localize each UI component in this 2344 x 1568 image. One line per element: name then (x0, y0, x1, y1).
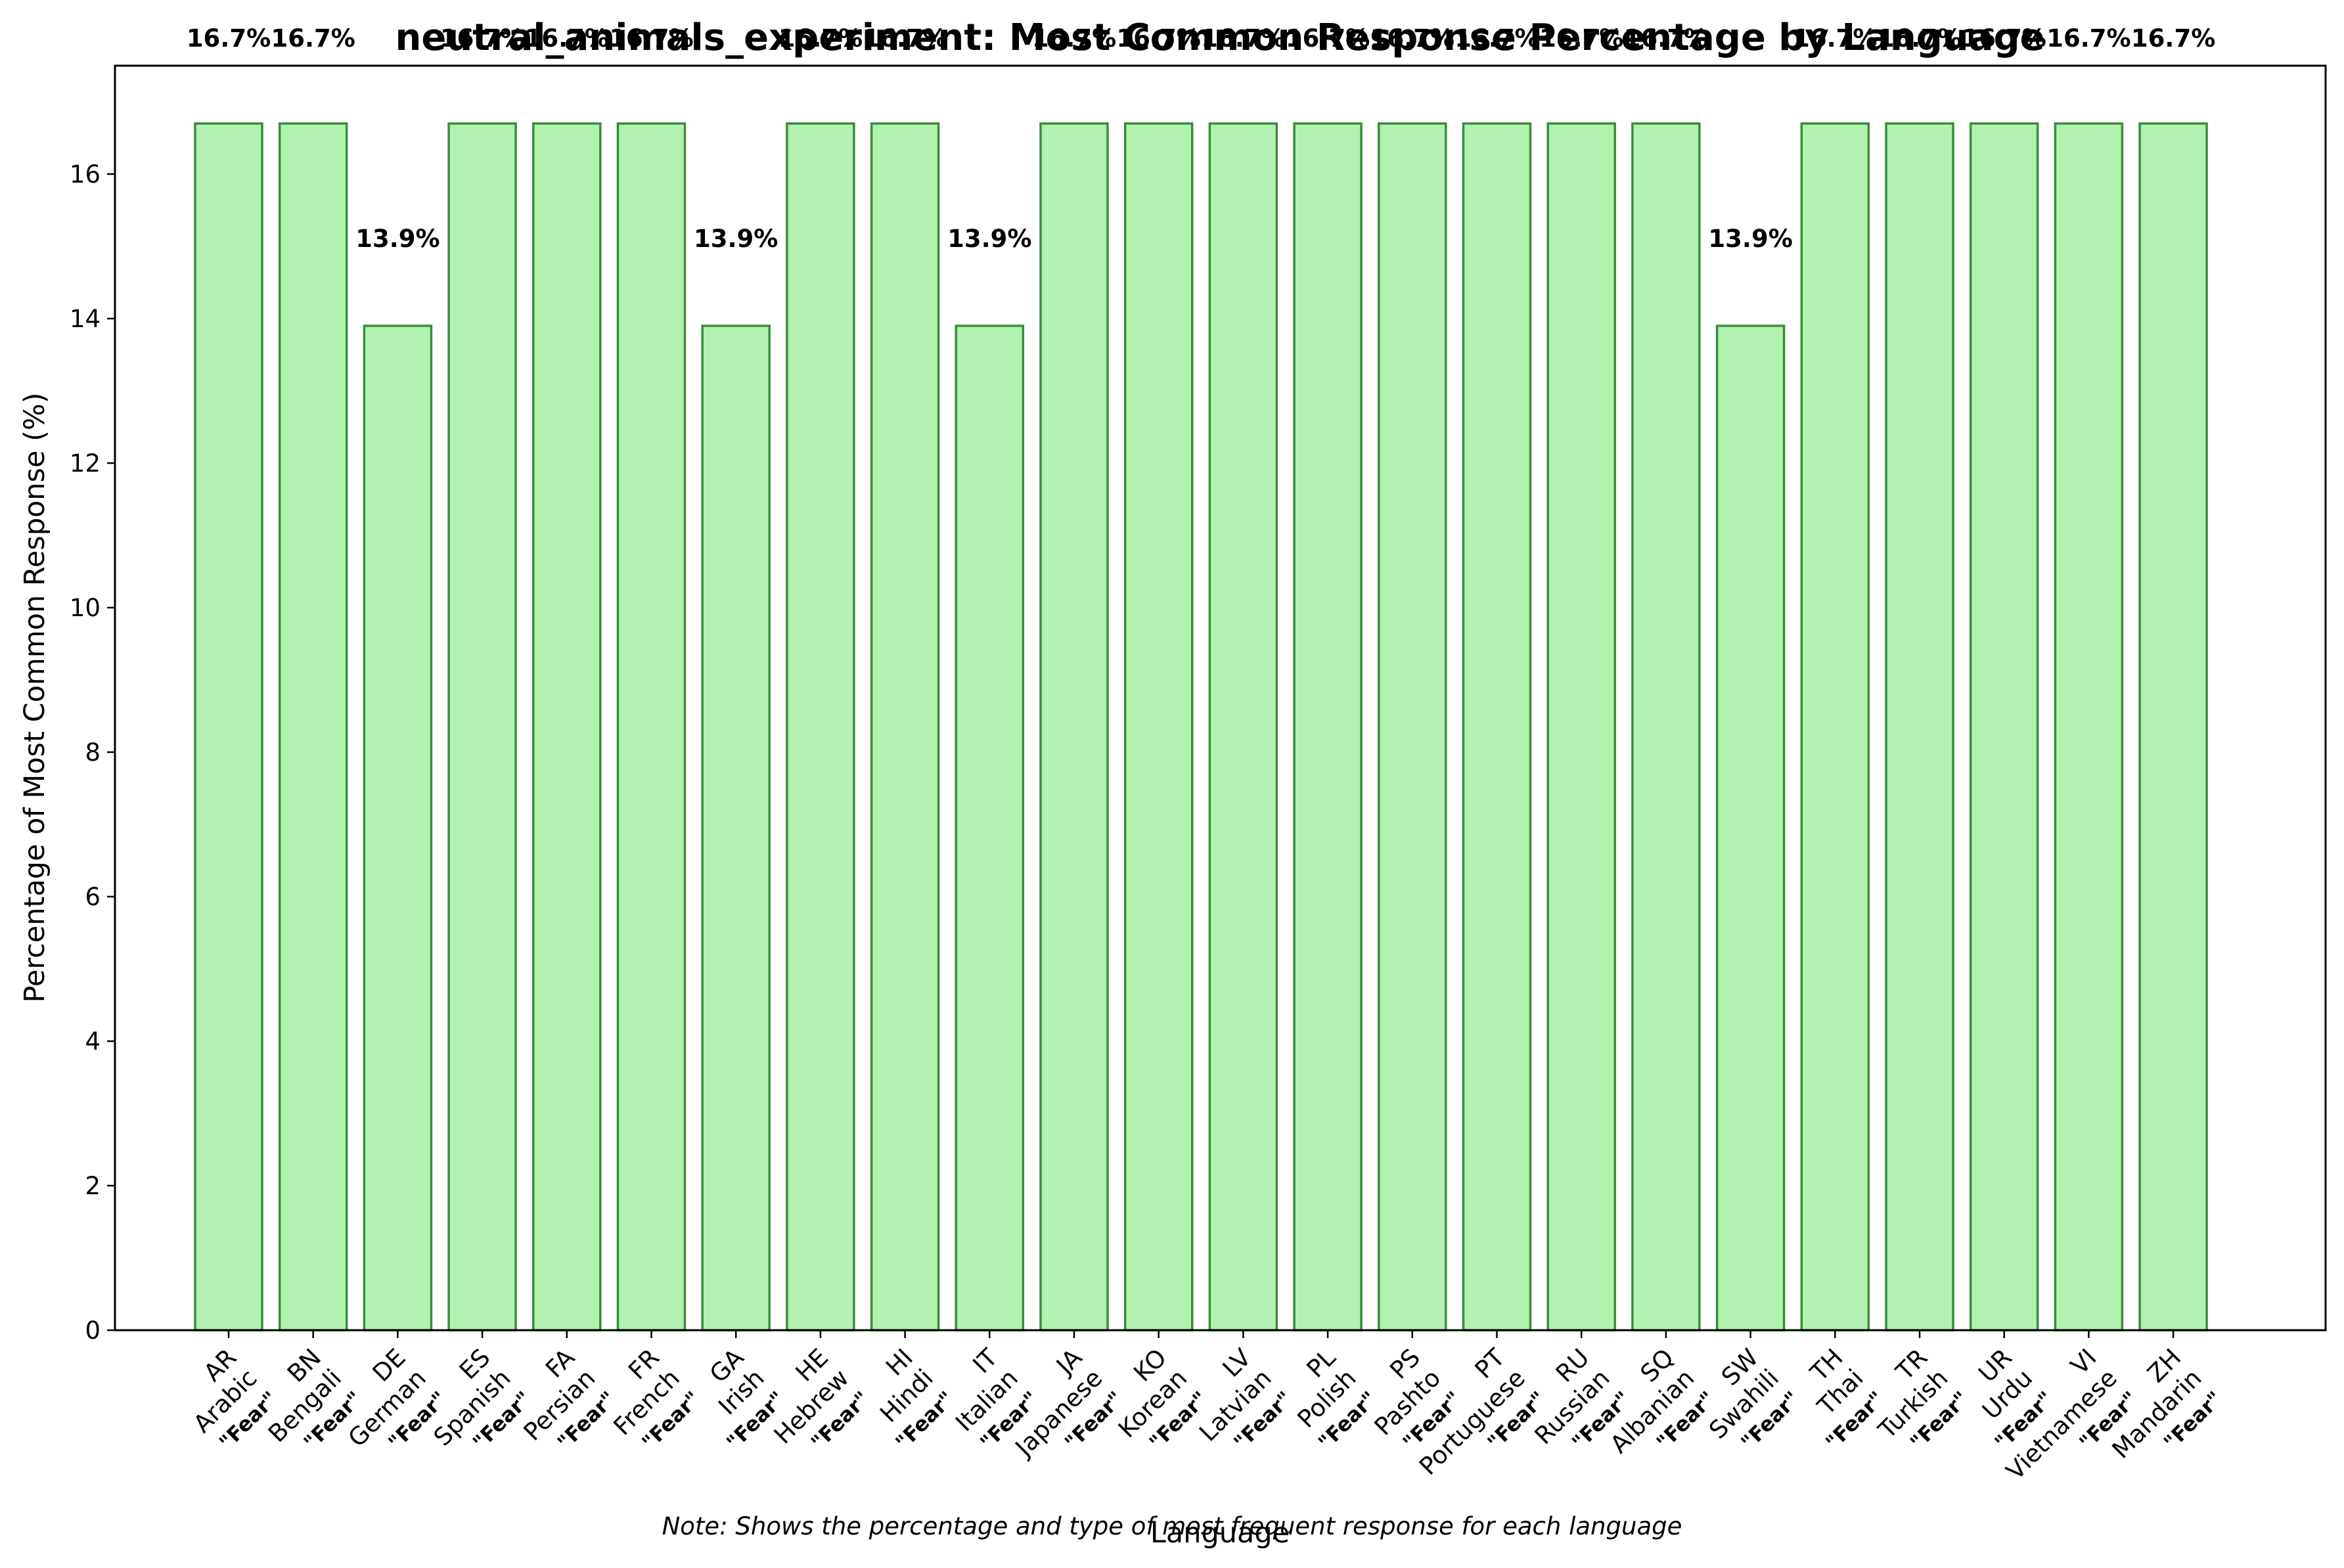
bar-sq (1631, 122, 1701, 1332)
data-label-ga: 13.9% (694, 225, 778, 253)
bar-bn (278, 122, 348, 1332)
bar-ar (194, 122, 263, 1332)
data-label-fa: 16.7% (525, 24, 609, 53)
data-label-tr: 16.7% (1878, 24, 1962, 53)
bar-ko (1123, 122, 1194, 1332)
data-labels-group: 16.7% 16.7%13.9%16.7% 16.7% 16.7%13.9%16.7%… (187, 24, 2215, 253)
data-label-it: 13.9% (947, 225, 1031, 253)
x-axis-title: Language (1150, 1517, 1290, 1550)
bar-ur (1969, 122, 2039, 1332)
data-label-th: 16.7% (1793, 24, 1877, 53)
data-label-de: 13.9% (355, 225, 440, 253)
bar-lv (1208, 122, 1278, 1332)
data-label-ru: 16.7% (1539, 24, 1623, 53)
data-label-ur: 16.7% (1962, 24, 2046, 53)
bar-zh (2138, 122, 2208, 1332)
plot-frame (114, 64, 2327, 1332)
y-tick-label: 4 (85, 1027, 101, 1056)
bar-fa (532, 122, 602, 1332)
bar-th (1800, 122, 1870, 1332)
bar-sw (1715, 325, 1786, 1332)
y-axis-ticks: 0 2 4 6 8 10 12 14 16 (70, 160, 115, 1345)
bar-tr (1885, 122, 1954, 1332)
bar-ja (1039, 122, 1109, 1332)
data-label-pt: 16.7% (1454, 24, 1539, 53)
data-label-sw: 13.9% (1708, 225, 1792, 253)
y-tick-label: 8 (85, 738, 101, 767)
bar-ga (701, 325, 771, 1332)
data-label-ko: 16.7% (1117, 24, 1201, 53)
y-tick-label: 12 (70, 449, 101, 478)
bars-group (194, 122, 2208, 1332)
bar-es (447, 122, 517, 1332)
data-label-fr: 16.7% (609, 24, 693, 53)
data-label-es: 16.7% (440, 24, 524, 53)
bar-ru (1546, 122, 1616, 1332)
data-label-he: 16.7% (778, 24, 863, 53)
bar-he (786, 122, 855, 1332)
x-axis-ticks: ARArabic"Fear"BNBengali"Fear"DEGerman"Fe… (188, 1330, 2227, 1485)
data-label-bn: 16.7% (271, 24, 355, 53)
bar-it (955, 325, 1025, 1332)
chart-note: Note: Shows the percentage and type of m… (662, 1512, 1682, 1540)
bar-pt (1462, 122, 1532, 1332)
bar-de (363, 325, 433, 1332)
y-tick-label: 10 (70, 594, 101, 622)
data-label-ja: 16.7% (1032, 24, 1116, 53)
y-tick-label: 14 (70, 305, 101, 333)
y-axis-title: Percentage of Most Common Response (%) (18, 393, 51, 1003)
y-tick-label: 16 (70, 160, 101, 189)
bar-ps (1378, 122, 1447, 1332)
y-tick-label: 2 (85, 1172, 101, 1200)
bar-fr (616, 122, 687, 1332)
bar-vi (2054, 122, 2124, 1332)
data-label-vi: 16.7% (2046, 24, 2130, 53)
data-label-lv: 16.7% (1201, 24, 1285, 53)
data-label-pl: 16.7% (1286, 24, 1370, 53)
bar-hi (870, 122, 940, 1332)
data-label-ps: 16.7% (1370, 24, 1454, 53)
chart-title: neutral_animals_experiment: Most Common … (395, 16, 2044, 59)
data-label-zh: 16.7% (2131, 24, 2215, 53)
y-tick-label: 6 (85, 883, 101, 911)
bar-pl (1293, 122, 1363, 1332)
data-label-hi: 16.7% (863, 24, 947, 53)
data-label-sq: 16.7% (1624, 24, 1708, 53)
y-tick-label: 0 (85, 1316, 101, 1345)
data-label-ar: 16.7% (187, 24, 271, 53)
